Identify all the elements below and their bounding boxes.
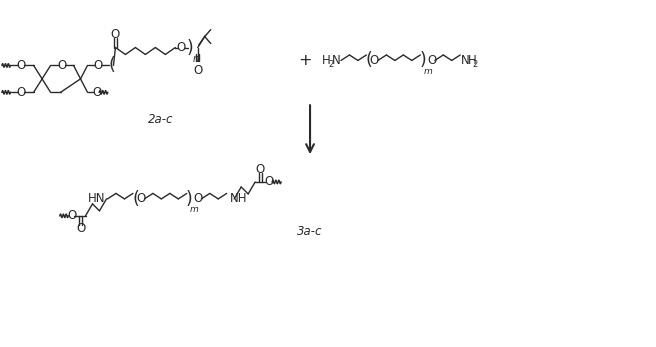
Text: (: (	[109, 57, 115, 75]
Text: O: O	[76, 222, 85, 235]
Text: 2: 2	[329, 60, 334, 69]
Text: N: N	[461, 54, 470, 67]
Text: O: O	[111, 27, 120, 41]
Text: O: O	[93, 86, 102, 99]
Text: O: O	[194, 192, 203, 205]
Text: O: O	[193, 64, 203, 77]
Text: 2a-c: 2a-c	[148, 113, 173, 126]
Text: O: O	[427, 54, 436, 67]
Text: 3a-c: 3a-c	[297, 225, 323, 238]
Text: 2: 2	[473, 60, 478, 69]
Text: ): )	[186, 190, 193, 208]
Text: n: n	[192, 54, 198, 64]
Text: (: (	[132, 190, 139, 208]
Text: O: O	[136, 192, 146, 205]
Text: O: O	[370, 54, 379, 67]
Text: ): )	[186, 39, 193, 57]
Text: O: O	[57, 59, 66, 72]
Text: H: H	[322, 54, 331, 67]
Text: m: m	[423, 67, 432, 76]
Text: +: +	[298, 53, 312, 68]
Text: O: O	[16, 86, 26, 99]
Text: H: H	[468, 54, 476, 67]
Text: (: (	[365, 51, 373, 69]
Text: O: O	[16, 59, 26, 72]
Text: ): )	[419, 51, 426, 69]
Text: N: N	[332, 54, 340, 67]
Text: O: O	[256, 162, 265, 176]
Text: m: m	[190, 205, 199, 214]
Text: O: O	[67, 209, 76, 222]
Text: O: O	[94, 59, 103, 72]
Text: O: O	[176, 41, 186, 54]
Text: NH: NH	[230, 192, 247, 205]
Text: HN: HN	[88, 192, 106, 205]
Text: O: O	[264, 176, 274, 188]
